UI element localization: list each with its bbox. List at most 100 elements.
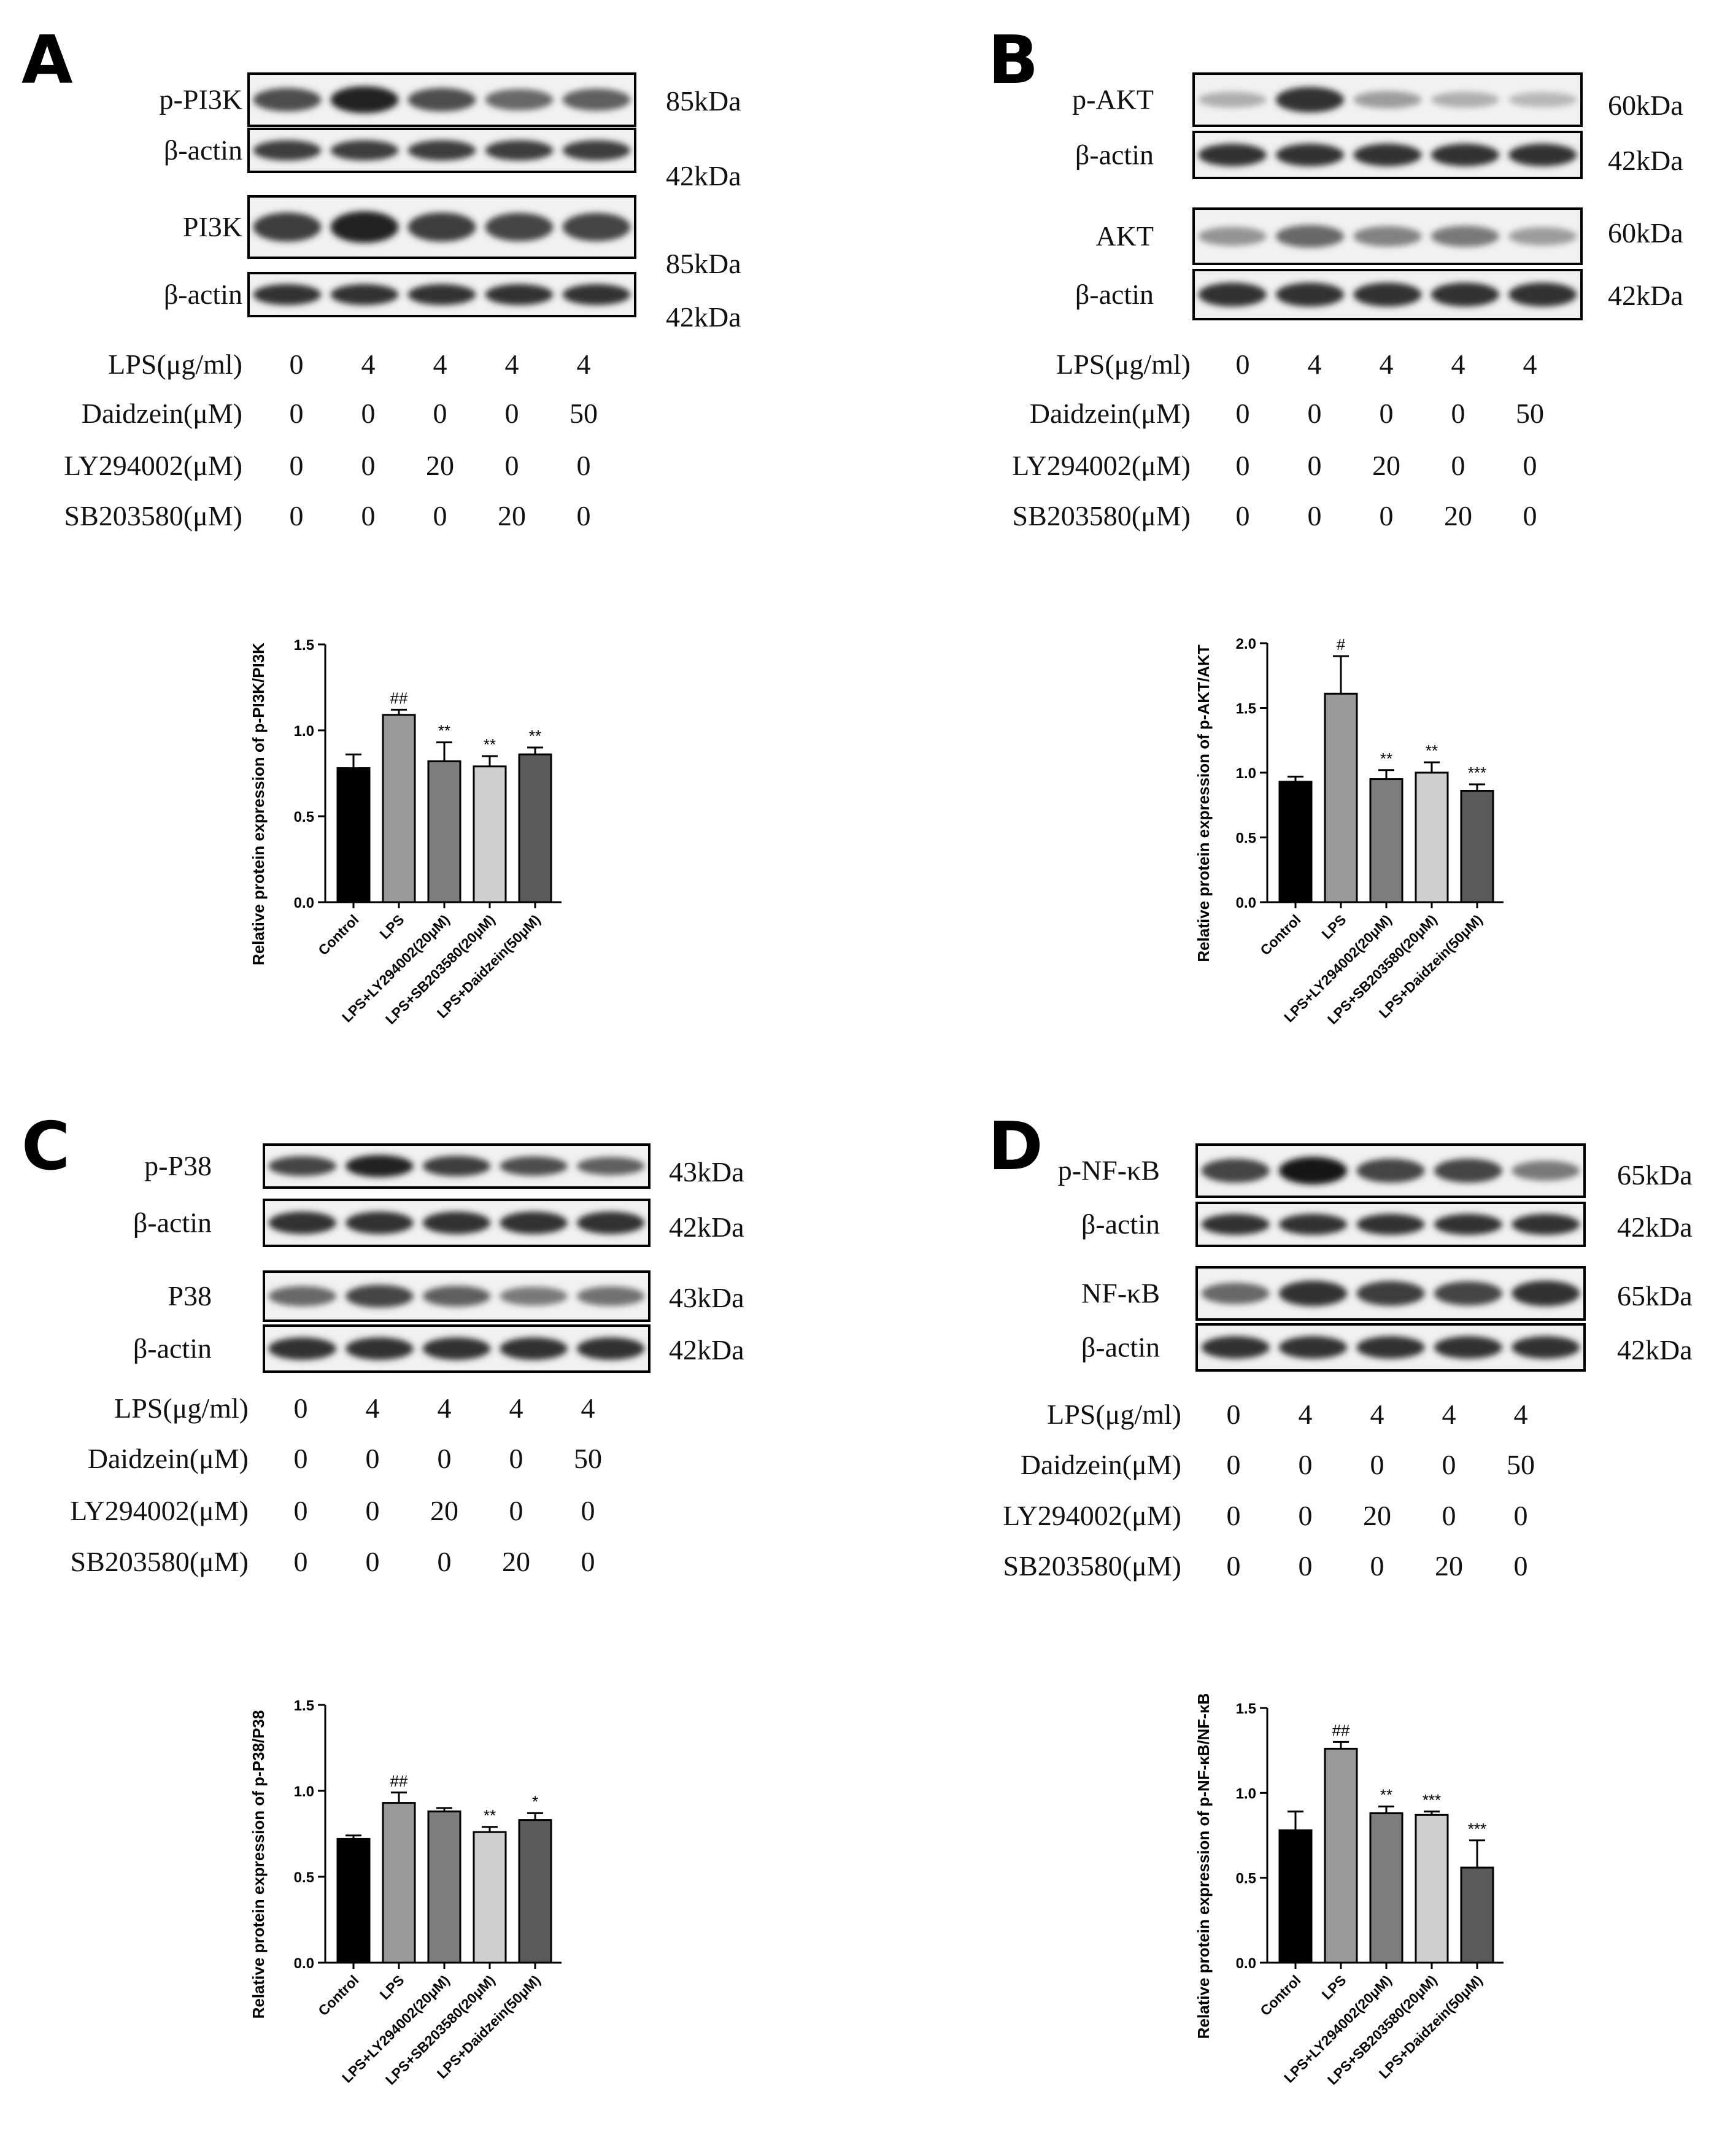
blot-3: AKT 60kDa [1095,207,1683,265]
condition-value: 0 [438,1443,452,1474]
condition-value: 4 [438,1393,452,1424]
blot-band [422,1156,491,1177]
y-tick-label: 1.0 [1236,765,1256,782]
blot-band [422,1211,491,1234]
significance-marker: *** [1468,763,1486,782]
bar [473,1831,507,1964]
blot-band [1275,144,1345,166]
condition-value: 0 [1308,500,1322,531]
condition-value: 4 [361,349,376,380]
blot-band [1353,144,1422,166]
blot-band [1278,1157,1348,1184]
blot-label: p-PI3K [160,84,242,115]
blot-band [1278,1336,1348,1359]
condition-value: 0 [1514,1550,1528,1582]
condition-value: 20 [1444,500,1472,531]
condition-value: 0 [366,1495,380,1526]
y-axis-label: Relative protein expression of p-NF-κB/N… [1194,1693,1213,2039]
condition-value: 0 [361,500,376,531]
y-tick-label: 0.5 [294,809,314,825]
blot-band [500,1156,568,1176]
significance-marker: ** [1380,1785,1392,1804]
kda-label: 60kDa [1608,90,1683,121]
kda-label: 85kDa [666,85,741,117]
kda-label: 43kDa [669,1282,744,1313]
y-tick-label: 0.0 [1236,895,1256,911]
condition-value: 0 [1227,1449,1241,1480]
blot-3: NF-κB 65kDa [1081,1266,1693,1321]
condition-value: 4 [509,1393,523,1424]
kda-label: 42kDa [1617,1211,1693,1243]
blot-band [422,1286,491,1307]
kda-label: 42kDa [1608,145,1683,176]
blot-band [500,1286,568,1306]
condition-value: 50 [569,398,598,429]
blot-band [1434,1213,1503,1235]
condition-value: 0 [1299,1449,1313,1480]
significance-marker: *** [1423,1791,1441,1809]
condition-value: 4 [1442,1399,1456,1430]
bar-chart: 0.0 0.5 1.0 1.5 Relative protein expression … [249,637,562,1027]
blot-band [1198,91,1267,108]
condition-value: 20 [1363,1500,1391,1531]
condition-label: LY294002(μM) [1012,450,1191,481]
significance-marker: ## [390,689,408,707]
kda-label: 42kDa [669,1334,744,1366]
significance-marker: ** [1380,749,1392,768]
condition-value: 0 [361,450,376,481]
y-tick-label: 1.5 [1236,1701,1256,1717]
x-tick-label: Control [315,1972,361,2019]
condition-value: 4 [577,349,591,380]
blot-band [268,1156,337,1177]
y-axis-label: Relative protein expression of p-AKT/AKT [1194,644,1213,962]
blot-band [1512,1280,1580,1307]
blot-label: β-actin [164,134,242,166]
condition-value: 0 [1299,1550,1313,1582]
blot-band [500,1337,568,1360]
blot-label: NF-κB [1081,1278,1160,1309]
condition-value: 0 [509,1495,523,1526]
condition-value: 0 [1308,398,1322,429]
condition-value: 0 [509,1443,523,1474]
blot-band [1434,1336,1503,1359]
y-tick-label: 0.0 [294,895,314,911]
condition-value: 0 [1380,398,1394,429]
condition-value: 0 [1308,450,1322,481]
blot-label: β-actin [1081,1332,1160,1363]
kda-label: 42kDa [666,160,741,191]
bar [336,767,371,903]
blot-band [330,86,399,114]
condition-value: 4 [1451,349,1465,380]
condition-label: SB203580(μM) [71,1546,249,1577]
condition-value: 0 [1227,1399,1241,1430]
blot-band [562,212,631,242]
blot-label: AKT [1095,220,1154,252]
blot-label: β-actin [1075,139,1154,171]
kda-label: 42kDa [1617,1334,1693,1366]
blot-1: p-AKT 60kDa [1072,72,1683,127]
y-tick-label: 1.5 [1236,701,1256,717]
bar [518,753,552,903]
blot-label: β-actin [133,1333,212,1364]
blot-label: β-actin [133,1207,212,1238]
bar-chart: 0.0 0.5 1.0 1.5 Relative protein expression … [1194,1693,1504,2088]
blot-band [1353,282,1422,307]
condition-value: 20 [1372,450,1400,481]
blot-band [346,1211,414,1234]
x-tick-label: Control [1257,1972,1303,2019]
condition-label: Daidzein(μM) [1030,398,1191,429]
significance-marker: ## [390,1772,408,1790]
bar [1324,1747,1358,1964]
condition-value: 4 [505,349,519,380]
condition-value: 20 [502,1546,530,1577]
significance-marker: ** [529,727,541,745]
blot-band [1278,1280,1348,1307]
blot-band [268,1211,337,1234]
blot-4: β-actin 42kDa [1081,1323,1693,1372]
blot-band [485,89,554,110]
condition-value: 0 [433,500,447,531]
condition-value: 0 [1380,500,1394,531]
bar-chart: 0.0 0.5 1.0 1.5 2.0 Relative protein expressi… [1194,635,1504,1027]
panel-letter: A [21,22,73,99]
